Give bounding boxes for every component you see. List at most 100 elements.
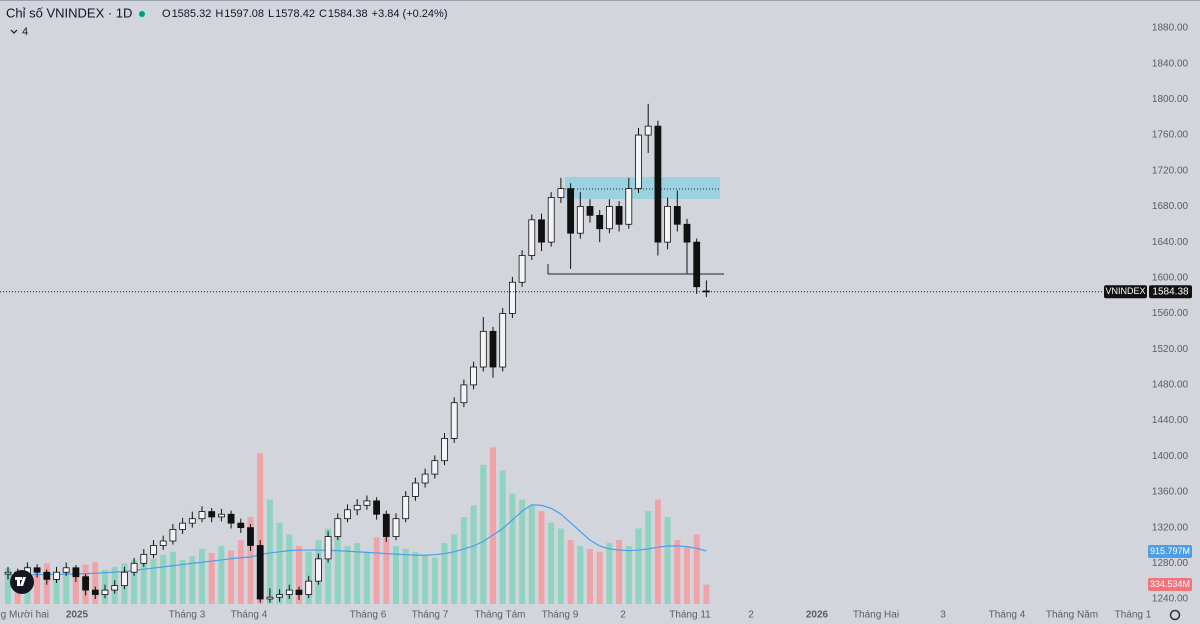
- candle-body: [373, 500, 381, 515]
- x-tick-label: 2: [748, 610, 754, 621]
- x-tick-label: Tháng 9: [542, 610, 579, 621]
- candle-body: [625, 188, 633, 225]
- candle-body: [4, 571, 12, 575]
- y-tick-label: 1840.00: [1152, 58, 1189, 69]
- ohlc-label: L: [268, 8, 274, 20]
- candle-body: [237, 522, 245, 529]
- volume-bar: [557, 528, 564, 604]
- candle-body: [460, 384, 468, 404]
- ohlc-label: C: [319, 8, 327, 20]
- price-tag-bg: [1149, 285, 1192, 299]
- volume-bar: [538, 511, 545, 604]
- volume-bar: [325, 528, 332, 604]
- volume-bar: [160, 554, 167, 604]
- symbol-tag: VNINDEX: [1105, 286, 1145, 296]
- candle-body: [441, 438, 448, 462]
- candle-body: [179, 522, 187, 530]
- volume-bar: [150, 558, 157, 604]
- volume-bar: [693, 534, 700, 604]
- candle-body: [111, 585, 119, 591]
- candle-body: [518, 255, 526, 283]
- ma-tag-bg: [1148, 545, 1192, 558]
- change: +3.84 (+0.24%): [372, 8, 448, 20]
- x-tick-label: Tháng Năm: [1046, 610, 1098, 621]
- volume-bar: [596, 551, 603, 604]
- ma-tag: 915.797M: [1150, 546, 1190, 556]
- collapse-icon[interactable]: [10, 29, 18, 34]
- candle-body: [557, 188, 565, 198]
- settings-icon[interactable]: [1169, 609, 1181, 621]
- candle-body: [450, 402, 458, 439]
- y-tick-label: 1640.00: [1152, 237, 1189, 248]
- candle-body: [101, 589, 109, 595]
- volume-bar: [645, 511, 652, 604]
- y-tick-label: 1760.00: [1152, 130, 1189, 141]
- candle-body: [91, 589, 99, 595]
- y-tick-label: 1240.00: [1152, 594, 1189, 605]
- volume-bar: [189, 556, 196, 604]
- volume-bar: [247, 517, 254, 604]
- x-tick-label: 2026: [806, 610, 829, 621]
- candle-body: [208, 511, 216, 518]
- volume-bar: [616, 540, 623, 604]
- candle-body: [266, 596, 274, 600]
- candle-body: [586, 206, 594, 216]
- candle-body: [411, 482, 419, 497]
- volume-bar: [460, 517, 467, 604]
- candle-body: [334, 518, 342, 537]
- ohlc-value: 1597.08: [224, 8, 264, 20]
- volume-bar: [402, 548, 409, 604]
- volume-bar: [587, 548, 593, 604]
- volume-tag: 334.534M: [1150, 579, 1190, 589]
- candle-body: [276, 594, 284, 598]
- x-tick-label: Tháng 3: [169, 610, 206, 621]
- volume-bar: [63, 568, 70, 604]
- x-tick-label: ng Mười hai: [0, 610, 49, 621]
- volume-bar: [169, 551, 176, 604]
- volume-bar: [334, 534, 341, 604]
- volume-bar: [92, 562, 99, 604]
- candle-body: [324, 536, 332, 560]
- volume-tag-bg: [1148, 578, 1192, 591]
- volume-bar: [451, 534, 458, 604]
- volume-bar: [431, 557, 438, 604]
- volume-bar: [703, 584, 710, 604]
- y-tick-label: 1360.00: [1152, 487, 1189, 498]
- volume-bar: [654, 499, 661, 604]
- candle-body: [538, 219, 545, 243]
- candle-body: [528, 219, 536, 256]
- volume-bar: [34, 572, 41, 604]
- indicator-count[interactable]: 4: [22, 26, 28, 38]
- volume-bar: [412, 551, 419, 604]
- price-tag: 1584.38: [1152, 286, 1189, 297]
- volume-bar: [5, 568, 11, 604]
- x-tick-label: Tháng 4: [989, 610, 1026, 621]
- candle-body: [188, 518, 196, 524]
- candle-body: [402, 495, 410, 520]
- x-tick-label: Tháng Tám: [475, 610, 526, 621]
- candle-body: [305, 580, 313, 595]
- candle-body: [217, 513, 225, 518]
- candle-body: [576, 206, 584, 234]
- candle-body: [606, 206, 613, 230]
- volume-bar: [296, 546, 302, 604]
- y-tick-label: 1320.00: [1152, 522, 1189, 533]
- volume-bar: [266, 499, 273, 604]
- y-tick-label: 1880.00: [1152, 23, 1189, 34]
- candle-body: [673, 206, 681, 225]
- candle-body: [82, 576, 89, 591]
- volume-bar: [199, 548, 205, 604]
- y-tick-label: 1400.00: [1152, 451, 1189, 462]
- volume-bar: [422, 554, 429, 604]
- candle-body: [62, 567, 70, 573]
- x-tick-label: Tháng 4: [231, 610, 268, 621]
- volume-bar: [257, 453, 264, 604]
- y-tick-label: 1680.00: [1152, 201, 1189, 212]
- volume-bar: [179, 559, 186, 604]
- x-tick-label: 2: [620, 610, 626, 621]
- candle-body: [644, 125, 652, 136]
- candle-body: [615, 206, 623, 225]
- x-tick-label: Tháng 1: [1115, 610, 1152, 621]
